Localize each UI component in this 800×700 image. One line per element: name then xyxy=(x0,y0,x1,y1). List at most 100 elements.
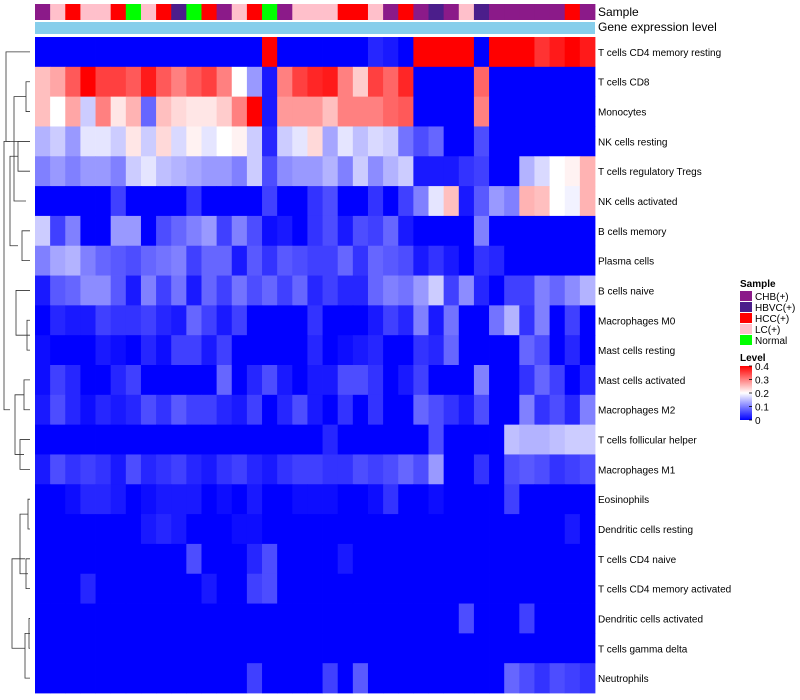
sample-annotation-cell xyxy=(262,4,278,20)
heatmap-cell xyxy=(413,96,429,127)
heatmap-cell xyxy=(383,573,399,604)
heatmap-cell xyxy=(489,305,505,336)
heatmap-cell xyxy=(277,484,293,515)
heatmap-cell xyxy=(428,573,445,604)
heatmap-cell xyxy=(458,37,475,68)
heatmap-cell xyxy=(262,215,278,247)
row-label: Dendritic cells resting xyxy=(598,525,693,536)
expression-annotation-fill xyxy=(35,22,595,34)
heatmap-cell xyxy=(413,484,429,515)
heatmap-cell xyxy=(246,215,263,247)
heatmap-cell xyxy=(549,186,566,217)
heatmap-cell xyxy=(231,186,248,217)
heatmap-cell xyxy=(504,603,520,634)
heatmap-cell xyxy=(337,454,354,485)
heatmap-cell xyxy=(383,245,399,276)
heatmap-cell xyxy=(489,633,505,664)
heatmap-cell xyxy=(428,454,445,485)
heatmap-cell xyxy=(292,215,308,247)
heatmap-cell xyxy=(110,424,127,455)
heatmap-cell xyxy=(292,37,308,68)
heatmap-cell xyxy=(307,633,323,664)
heatmap-cell xyxy=(458,186,475,217)
heatmap-cell xyxy=(579,66,596,98)
heatmap-cell xyxy=(246,245,263,276)
heatmap-cell xyxy=(95,633,112,664)
dendrogram-branch xyxy=(11,558,25,649)
heatmap-cell xyxy=(337,424,354,455)
heatmap-cell xyxy=(201,484,218,515)
heatmap-cell xyxy=(156,514,172,545)
heatmap-cell xyxy=(519,96,535,127)
heatmap-cell xyxy=(549,573,566,604)
heatmap-cell xyxy=(231,514,248,545)
heatmap-cell xyxy=(458,424,475,455)
heatmap-cell xyxy=(292,484,308,515)
sample-annotation-cell xyxy=(201,4,218,20)
sample-annotation-cell xyxy=(549,4,566,20)
heatmap-cell xyxy=(413,424,429,455)
heatmap-cell xyxy=(50,633,66,664)
heatmap-cell xyxy=(398,37,414,68)
heatmap-cell xyxy=(428,335,445,366)
heatmap-cell xyxy=(367,394,384,426)
heatmap-cell xyxy=(564,66,581,98)
heatmap-cell xyxy=(398,96,414,127)
heatmap-cell xyxy=(549,275,566,306)
heatmap-cell xyxy=(383,96,399,127)
heatmap-cell xyxy=(262,514,278,545)
heatmap-cell xyxy=(413,365,429,396)
heatmap-cell xyxy=(95,275,112,306)
heatmap-cell xyxy=(262,335,278,366)
heatmap-cell xyxy=(125,663,142,694)
heatmap-cell xyxy=(95,484,112,515)
heatmap-cell xyxy=(216,663,233,694)
heatmap-cell xyxy=(504,245,520,276)
sample-legend-swatch xyxy=(740,324,752,334)
heatmap-cell xyxy=(549,156,566,187)
heatmap-cell xyxy=(504,454,520,485)
heatmap-cell xyxy=(549,66,566,98)
heatmap-cell xyxy=(564,275,581,306)
heatmap-cell xyxy=(277,424,293,455)
heatmap-cell xyxy=(352,633,369,664)
heatmap-cell xyxy=(80,424,96,455)
heatmap-cell xyxy=(383,305,399,336)
heatmap-cell xyxy=(367,37,384,68)
heatmap-cell xyxy=(262,305,278,336)
heatmap-cell xyxy=(352,514,369,545)
sample-annotation-cell xyxy=(50,4,66,20)
heatmap-cell xyxy=(458,66,475,98)
heatmap-cell xyxy=(110,603,127,634)
heatmap-cell xyxy=(216,37,233,68)
heatmap-cell xyxy=(125,543,142,575)
heatmap-cell xyxy=(473,96,490,127)
heatmap-cell xyxy=(398,66,414,98)
heatmap-cell xyxy=(201,305,218,336)
heatmap-cell xyxy=(458,543,475,575)
heatmap-cell xyxy=(65,663,81,694)
row-label: NK cells activated xyxy=(598,197,677,208)
heatmap-cell xyxy=(156,603,172,634)
heatmap-cell xyxy=(473,514,490,545)
heatmap-cell xyxy=(35,37,51,68)
heatmap-cell xyxy=(140,126,157,157)
heatmap-cell xyxy=(322,663,339,694)
heatmap-cell xyxy=(337,365,354,396)
heatmap-cell xyxy=(292,514,308,545)
heatmap-cell xyxy=(398,484,414,515)
heatmap-cell xyxy=(262,484,278,515)
heatmap-cell xyxy=(292,96,308,127)
heatmap-cell xyxy=(489,454,505,485)
heatmap-cell xyxy=(201,424,218,455)
heatmap-cell xyxy=(307,365,323,396)
heatmap-cell xyxy=(246,573,263,604)
heatmap-cell xyxy=(156,305,172,336)
heatmap-cell xyxy=(246,633,263,664)
heatmap-cell xyxy=(519,156,535,187)
heatmap-cell xyxy=(504,275,520,306)
heatmap-cell xyxy=(504,335,520,366)
heatmap-cell xyxy=(428,96,445,127)
heatmap-cell xyxy=(216,245,233,276)
heatmap-cell xyxy=(428,543,445,575)
